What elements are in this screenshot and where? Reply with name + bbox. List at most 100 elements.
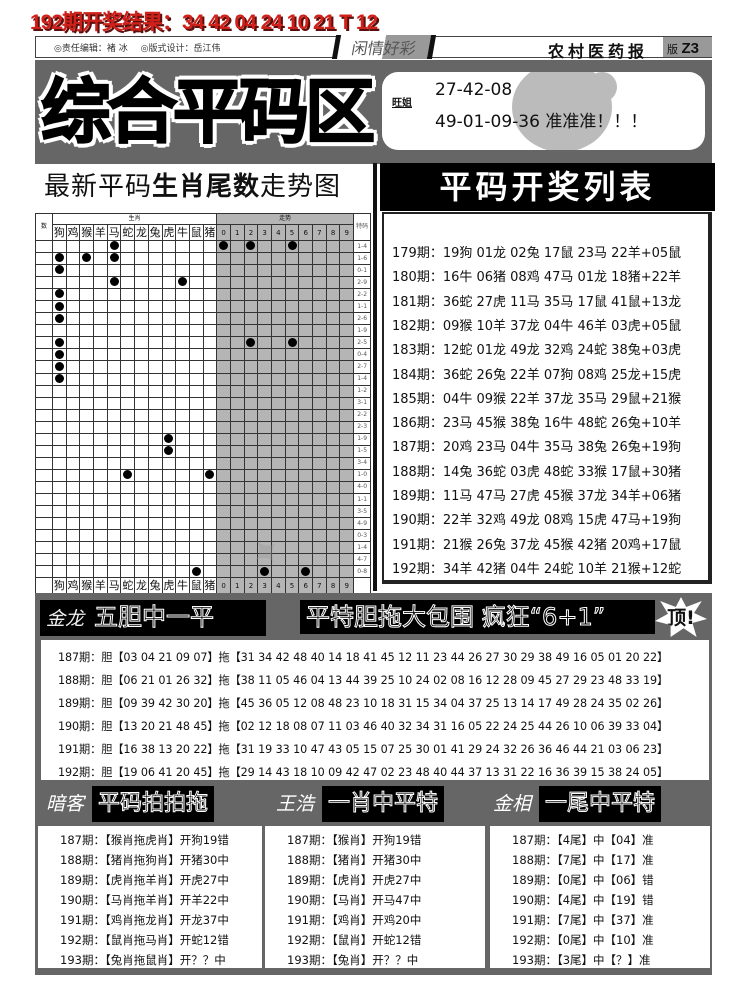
grid-cell	[52, 396, 67, 410]
column-row: 192期：【鼠肖】开蛇12错	[287, 933, 422, 947]
grid-cell	[325, 348, 341, 362]
grid-row: 2-3	[35, 420, 372, 434]
zodiac-header: 狗	[52, 224, 67, 241]
special-code: 2-6	[353, 312, 372, 326]
grid-cell	[93, 396, 108, 410]
grid-cell	[79, 372, 95, 386]
grid-cell	[298, 324, 314, 338]
grid-cell	[339, 480, 355, 494]
grid-cell	[229, 300, 245, 314]
grid-cell	[325, 360, 341, 374]
grid-cell	[79, 420, 95, 434]
grid-cell	[106, 264, 122, 278]
grid-cell	[188, 348, 204, 362]
grid-cell	[188, 396, 204, 410]
grid-cell	[216, 529, 231, 543]
grid-cell	[134, 408, 149, 422]
grid-cell	[52, 312, 67, 326]
zodiac-footer: 猪	[202, 577, 218, 595]
grid-cell	[312, 468, 327, 482]
grid-cell	[188, 553, 204, 567]
grid-cell	[202, 312, 218, 326]
grid-row: 0-4	[35, 348, 372, 362]
grid-cell	[325, 420, 341, 434]
grid-cell	[106, 553, 122, 567]
grid-cell	[65, 348, 81, 362]
grid-cell	[188, 468, 204, 482]
page-title: 综合平码区	[40, 70, 376, 154]
grid-cell	[147, 468, 163, 482]
grid-cell	[298, 444, 314, 458]
special-header: 特码	[353, 213, 372, 241]
grid-cell	[35, 312, 53, 326]
grid-cell	[35, 565, 53, 579]
grid-cell	[229, 324, 245, 338]
grid-row: 2-7	[35, 360, 372, 374]
grid-cell	[202, 529, 218, 543]
grid-cell	[243, 348, 259, 362]
grid-cell	[271, 492, 286, 507]
grid-cell	[271, 384, 286, 398]
grid-cell	[325, 553, 341, 567]
credits: ◎责任编辑：褚 冰 ◎版式设计：岳江伟	[54, 41, 230, 54]
grid-cell	[93, 408, 108, 422]
grid-cell	[35, 541, 53, 555]
dot-mark	[54, 373, 64, 383]
grid-cell	[257, 432, 272, 446]
grid-cell	[120, 492, 136, 507]
grid-cell	[93, 492, 108, 507]
grid-cell	[120, 420, 136, 434]
grid-cell	[65, 517, 81, 531]
grid-cell	[147, 336, 163, 350]
grid-cell	[65, 505, 81, 519]
grid-cell	[147, 541, 163, 555]
grid-cell	[312, 480, 327, 494]
grid-cell	[325, 372, 341, 386]
digit-header: 1	[229, 224, 245, 241]
grid-cell	[106, 492, 122, 507]
grid-cell	[106, 239, 122, 254]
grid-cell	[202, 505, 218, 519]
special-code: 1-9	[353, 432, 372, 446]
grid-cell	[325, 384, 341, 398]
grid-cell	[175, 468, 190, 482]
grid-cell	[35, 252, 53, 266]
grid-cell	[79, 541, 95, 555]
grid-cell	[120, 239, 136, 254]
grid-cell	[65, 276, 81, 290]
grid-cell	[106, 541, 122, 555]
grid-cell	[298, 480, 314, 494]
grid-cell	[147, 300, 163, 314]
grid-cell	[79, 396, 95, 410]
grid-cell	[271, 432, 286, 446]
grid-cell	[147, 288, 163, 302]
grid-cell	[284, 408, 300, 422]
grid-cell	[120, 324, 136, 338]
grid-cell	[65, 288, 81, 302]
grid-cell	[161, 565, 177, 579]
grid-cell	[106, 480, 122, 494]
zodiac-footer: 鸡	[65, 577, 81, 595]
grid-cell	[65, 324, 81, 338]
grid-cell	[65, 408, 81, 422]
draw-row: 180期：16牛 06猪 08鸡 47马 01龙 18猪+22羊	[392, 270, 682, 286]
grid-cell	[35, 348, 53, 362]
grid-cell	[35, 480, 53, 494]
grid-cell	[243, 468, 259, 482]
grid-cell	[147, 312, 163, 326]
grid-cell	[52, 360, 67, 374]
grid-cell	[243, 565, 259, 579]
draw-row: 189期：11马 47马 27虎 45猴 37龙 34羊+06猪	[392, 489, 682, 504]
grid-cell	[161, 408, 177, 422]
grid-cell	[339, 264, 355, 278]
grid-cell	[134, 239, 149, 254]
grid-cell	[35, 517, 53, 531]
grid-cell	[202, 565, 218, 579]
grid-cell	[134, 480, 149, 494]
grid-row: 2-2	[35, 288, 372, 302]
grid-cell	[216, 384, 231, 398]
grid-cell	[325, 480, 341, 494]
column-row: 187期：【4尾】中【04】准	[512, 833, 654, 847]
grid-cell	[325, 276, 341, 290]
grid-cell	[229, 517, 245, 531]
